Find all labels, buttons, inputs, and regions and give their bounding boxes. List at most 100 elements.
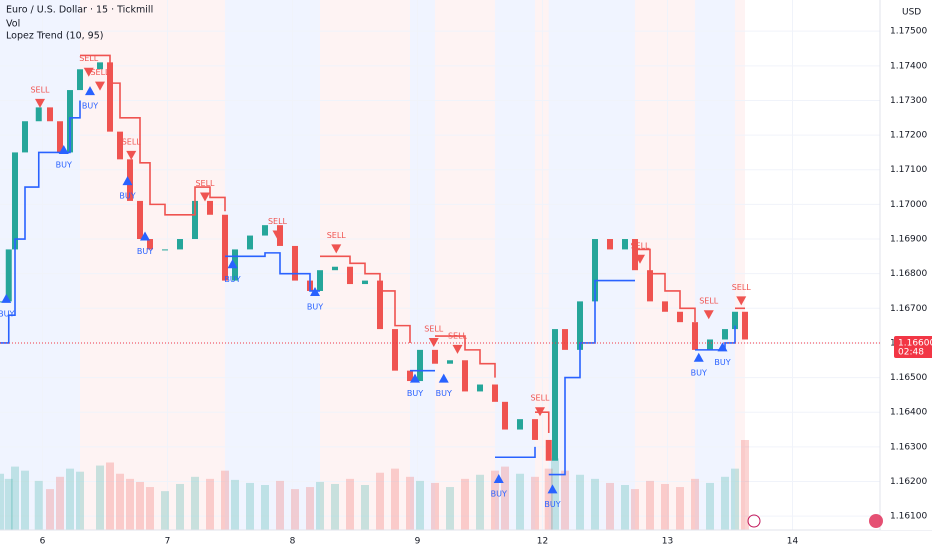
- candle: [147, 239, 153, 250]
- candle: [332, 266, 338, 271]
- y-tick-label: 1.17500: [890, 27, 927, 37]
- volume-bar: [376, 472, 384, 530]
- volume-bar: [4, 478, 13, 530]
- volume-bar: [406, 476, 414, 530]
- volume-bar: [346, 478, 354, 530]
- trend-band: [80, 0, 225, 530]
- candle: [707, 339, 713, 350]
- volume-bar: [661, 483, 669, 530]
- candle: [392, 329, 398, 371]
- volume-bar: [361, 485, 369, 530]
- volume-bar: [416, 480, 424, 530]
- trend: [0, 54, 745, 476]
- candle: [162, 249, 168, 251]
- volume-bar: [391, 468, 399, 530]
- x-tick-label: 12: [537, 537, 548, 547]
- trend-band: [0, 0, 80, 530]
- candle: [577, 301, 583, 350]
- signal-marker: [1, 293, 12, 303]
- price: [0, 62, 748, 461]
- indicator-label: Lopez Trend (10, 95): [6, 31, 103, 42]
- signal-marker: [35, 98, 45, 108]
- signal-label: SELL: [90, 68, 110, 77]
- indicator-label: Vol: [6, 19, 20, 30]
- trend-line: [695, 325, 736, 351]
- y-tick-label: 1.17000: [890, 200, 927, 210]
- candle: [677, 311, 683, 323]
- y-tick-label: 1.16100: [890, 512, 927, 522]
- x-tick-label: 6: [40, 537, 46, 547]
- volume-bar: [66, 468, 74, 530]
- trend-line: [548, 279, 635, 476]
- signal-label: SELL: [195, 179, 215, 188]
- signal-label: BUY: [307, 302, 323, 311]
- candle: [262, 225, 268, 236]
- signal-label: SELL: [699, 297, 719, 306]
- signal-marker: [200, 192, 210, 202]
- volume-bar: [96, 465, 104, 530]
- flag-icon[interactable]: [869, 514, 883, 528]
- signal-marker: [493, 474, 504, 484]
- y-tick-label: 1.17400: [890, 61, 927, 71]
- volume-bar: [21, 470, 29, 530]
- volume-bar: [691, 478, 699, 530]
- candle: [192, 200, 198, 240]
- signal-marker: [83, 67, 94, 77]
- volume-bar: [221, 470, 229, 530]
- chart-title: Euro / U.S. Dollar · 15 · Tickmill: [6, 5, 153, 16]
- volume-bar: [126, 478, 134, 530]
- y-tick-label: 1.16900: [890, 235, 927, 245]
- volume-bar: [56, 476, 64, 530]
- candle: [562, 329, 568, 350]
- candle: [722, 329, 728, 340]
- volume-bar: [176, 483, 184, 530]
- trend-band: [695, 0, 735, 530]
- volume-bar: [116, 473, 124, 530]
- trend-band: [225, 0, 320, 530]
- signal-label: BUY: [491, 490, 507, 499]
- trend-band: [548, 0, 635, 530]
- signal-marker: [140, 231, 150, 241]
- volume-bar: [606, 482, 614, 530]
- volume-bar: [706, 482, 714, 530]
- volume-bar: [34, 480, 43, 530]
- signal-marker: [635, 254, 645, 264]
- volume-bar: [146, 487, 154, 530]
- signal-marker: [693, 352, 704, 362]
- candle: [207, 200, 213, 215]
- volume-bar: [76, 471, 84, 530]
- volume-bar: [191, 476, 199, 530]
- y-tick-label: 1.16300: [890, 442, 927, 452]
- volume-bar: [291, 489, 299, 530]
- trend-band: [735, 0, 745, 530]
- candle: [517, 419, 523, 430]
- volume-bar: [306, 487, 314, 530]
- candle: [107, 62, 113, 132]
- trend-band: [495, 0, 535, 530]
- candle: [0, 301, 3, 303]
- volume-bar: [331, 483, 339, 530]
- volume-bar: [631, 489, 639, 530]
- volume-bar: [316, 481, 324, 530]
- x-tick-label: 14: [787, 537, 799, 547]
- candle: [552, 329, 558, 461]
- signal-marker: [310, 286, 320, 296]
- last-price-label: 1.16600: [898, 338, 932, 348]
- volume-bar: [276, 480, 284, 530]
- signal-label: SELL: [732, 283, 752, 292]
- volume-bar: [721, 476, 729, 530]
- candle: [222, 214, 228, 281]
- candle: [127, 159, 133, 201]
- signal-label: BUY: [224, 275, 240, 284]
- volume-bar: [261, 485, 269, 530]
- x-tick-label: 7: [165, 537, 171, 547]
- signal-label: BUY: [119, 192, 135, 201]
- signal-label: SELL: [79, 54, 99, 63]
- signal-marker: [227, 259, 238, 269]
- candle: [97, 62, 103, 70]
- candle: [432, 349, 438, 364]
- signal-marker: [126, 150, 137, 160]
- alert-icon[interactable]: [747, 514, 761, 528]
- trend-line: [0, 100, 81, 344]
